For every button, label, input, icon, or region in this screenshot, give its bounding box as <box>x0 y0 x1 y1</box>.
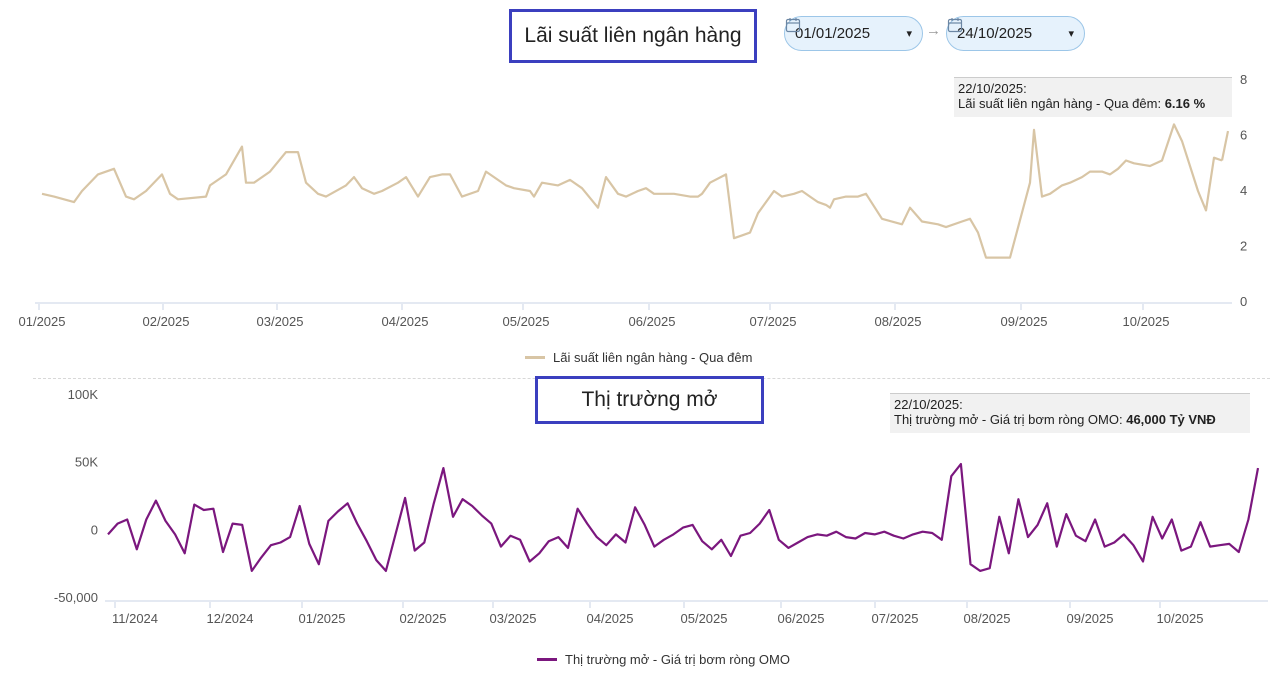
tooltip-interbank: 22/10/2025: Lãi suất liên ngân hàng - Qu… <box>954 77 1232 117</box>
series-line-omo <box>107 462 1260 572</box>
y-tick-label: 0 <box>1240 294 1247 309</box>
x-tick-label: 07/2025 <box>750 314 797 329</box>
x-tick-label: 07/2025 <box>872 611 919 626</box>
y-tick-label: 4 <box>1240 183 1247 198</box>
x-tick-label: 03/2025 <box>257 314 304 329</box>
calendar-icon <box>947 18 963 33</box>
x-tick-label: 09/2025 <box>1001 314 1048 329</box>
legend-label: Lãi suất liên ngân hàng - Qua đêm <box>553 350 753 365</box>
tooltip-label: Thị trường mở - Giá trị bơm ròng OMO: <box>894 412 1127 427</box>
y-tick-label: 2 <box>1240 239 1247 254</box>
chevron-down-icon: ▾ <box>906 28 912 40</box>
omo-chart: 11/2024 12/2024 01/2025 02/2025 03/2025 04/20… <box>54 387 1268 626</box>
series-line-interbank <box>41 123 1223 259</box>
chart-title-omo-text: Thị trường mở <box>581 388 718 411</box>
x-tick-label: 02/2025 <box>400 611 447 626</box>
x-tick-label: 11/2024 <box>112 611 158 626</box>
arrow-right-icon: → <box>926 22 941 39</box>
x-tick-label: 06/2025 <box>629 314 676 329</box>
tooltip-label: Lãi suất liên ngân hàng - Qua đêm: <box>958 96 1165 111</box>
interbank-rate-chart: 01/2025 02/2025 03/2025 04/2025 05/2025 06/20… <box>19 72 1248 329</box>
chart-title-interbank-text: Lãi suất liên ngân hàng <box>524 24 742 47</box>
x-tick-label: 02/2025 <box>143 314 190 329</box>
date-from-value: 01/01/2025 <box>795 25 871 42</box>
x-tick-label: 12/2024 <box>207 611 254 626</box>
legend-omo[interactable]: Thị trường mở - Giá trị bơm ròng OMO <box>537 652 790 667</box>
x-tick-label: 08/2025 <box>964 611 1011 626</box>
y-tick-label: 50K <box>75 455 98 470</box>
tooltip-value: 6.16 % <box>1164 96 1206 111</box>
x-tick-label: 10/2025 <box>1157 611 1204 626</box>
x-tick-label: 03/2025 <box>490 611 537 626</box>
tooltip-date: 22/10/2025: <box>958 81 1027 96</box>
y-tick-label: 6 <box>1240 128 1247 143</box>
x-tick-label: 05/2025 <box>681 611 728 626</box>
x-tick-label: 10/2025 <box>1123 314 1170 329</box>
x-tick-label: 01/2025 <box>19 314 66 329</box>
y-tick-label: -50,000 <box>54 590 98 605</box>
x-tick-label: 04/2025 <box>382 314 429 329</box>
legend-interbank[interactable]: Lãi suất liên ngân hàng - Qua đêm <box>525 350 752 365</box>
legend-label: Thị trường mở - Giá trị bơm ròng OMO <box>565 652 790 667</box>
tooltip-omo: 22/10/2025: Thị trường mở - Giá trị bơm … <box>890 393 1250 433</box>
x-tick-label: 05/2025 <box>503 314 550 329</box>
tooltip-value: 46,000 Tỷ VNĐ <box>1126 412 1216 427</box>
chart-title-interbank: Lãi suất liên ngân hàng <box>509 9 757 63</box>
x-tick-label: 06/2025 <box>778 611 825 626</box>
legend-swatch <box>525 356 545 359</box>
date-to-picker[interactable]: 24/10/2025 ▾ <box>946 16 1085 51</box>
series-line-end <box>1220 130 1230 161</box>
date-from-picker[interactable]: 01/01/2025 ▾ <box>784 16 923 51</box>
chevron-down-icon: ▾ <box>1068 28 1074 40</box>
y-tick-label: 100K <box>68 387 99 402</box>
date-to-value: 24/10/2025 <box>957 25 1033 42</box>
x-tick-label: 08/2025 <box>875 314 922 329</box>
x-tick-label: 01/2025 <box>299 611 346 626</box>
x-tick-label: 04/2025 <box>587 611 634 626</box>
chart-title-omo: Thị trường mở <box>535 376 764 424</box>
legend-swatch <box>537 658 557 661</box>
x-tick-label: 09/2025 <box>1067 611 1114 626</box>
calendar-icon <box>785 18 801 33</box>
tooltip-date: 22/10/2025: <box>894 397 963 412</box>
y-tick-label: 8 <box>1240 72 1247 87</box>
y-tick-label: 0 <box>91 522 98 537</box>
